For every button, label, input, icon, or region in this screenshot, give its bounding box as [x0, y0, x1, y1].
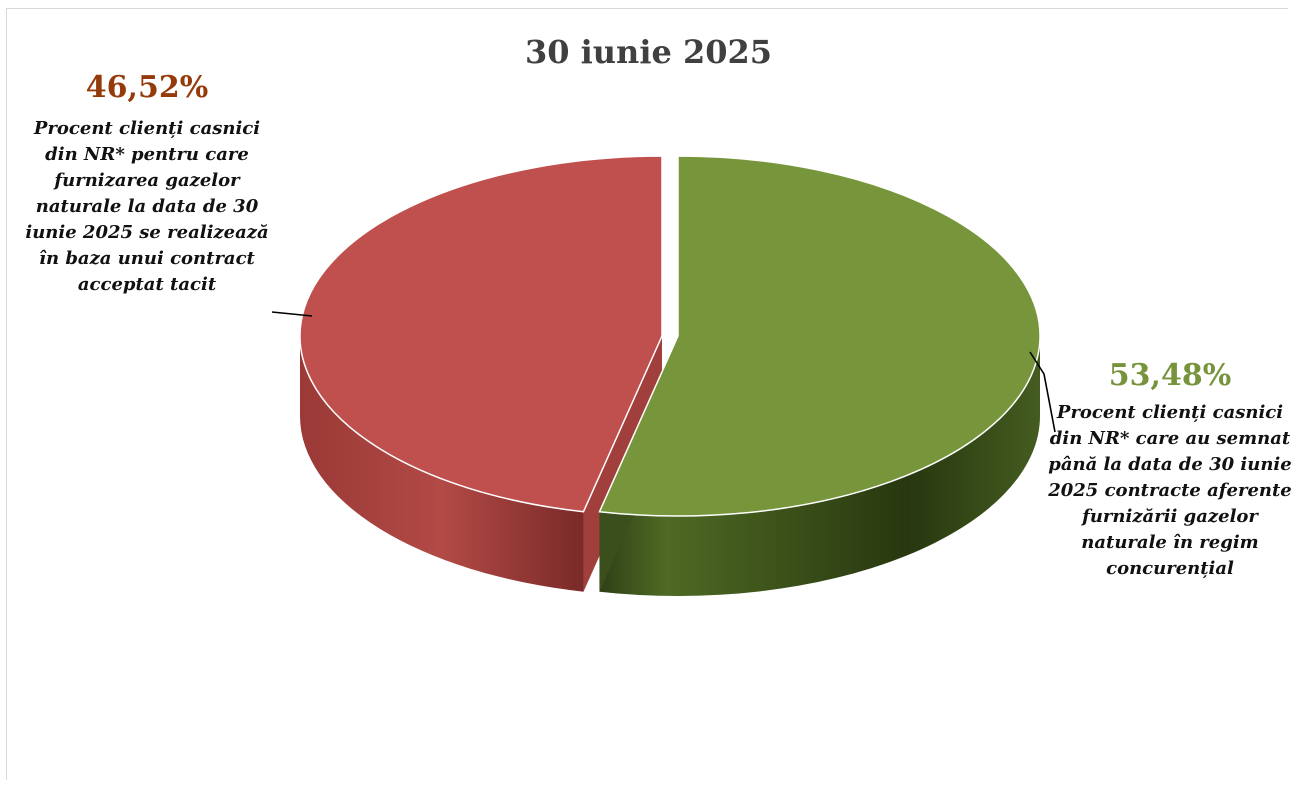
pie-slice-green	[598, 155, 1041, 517]
chart-frame	[6, 8, 1288, 780]
leader-line-red	[271, 311, 313, 317]
pie-side-red	[300, 336, 584, 592]
slice-label-green: Procent clienți casnici din NR* care au …	[1048, 402, 1292, 579]
chart-title: 30 iunie 2025	[524, 33, 773, 71]
value-label-green: 53,48%	[1108, 358, 1232, 393]
pie-side-green	[599, 336, 1040, 596]
slice-label-red: Procent clienți casnici din NR* pentru c…	[25, 118, 269, 295]
value-label-red: 46,52%	[85, 70, 209, 105]
leader-line-green	[1029, 351, 1056, 433]
pie-slice-red	[299, 155, 663, 513]
